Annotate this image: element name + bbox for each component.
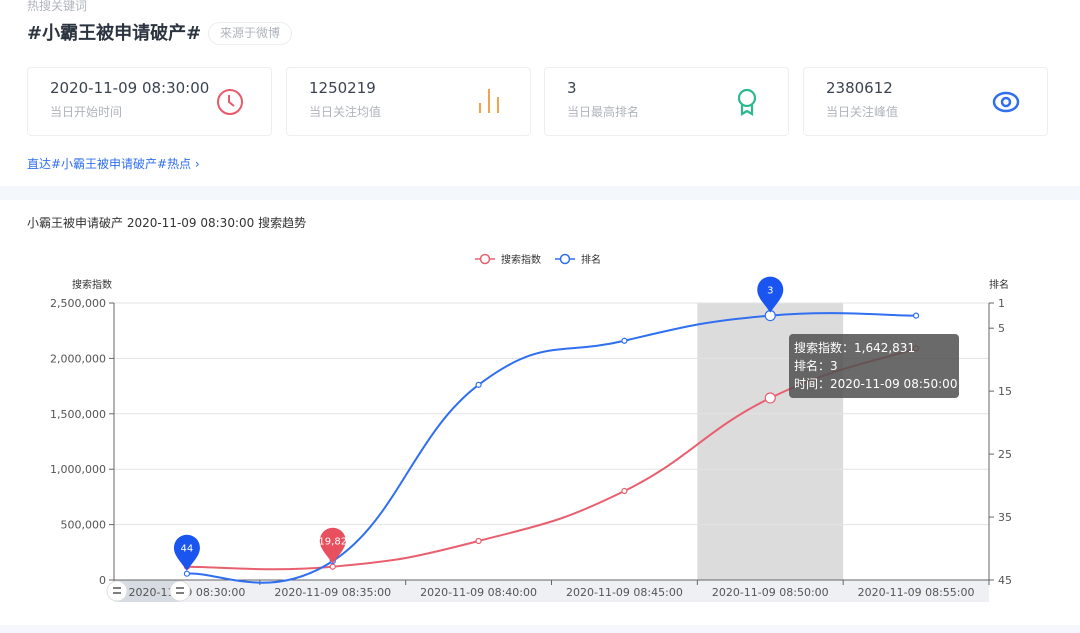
data-zoom-handle[interactable] — [106, 580, 128, 602]
eye-icon — [992, 91, 1020, 113]
mark-point-pin — [319, 527, 346, 564]
y-left-axis-label: 搜索指数 — [72, 278, 112, 291]
data-point — [183, 570, 191, 577]
stat-value: 3 — [567, 79, 577, 97]
y-right-tick-label: 45 — [998, 574, 1012, 587]
tooltip-line: 排名：3 — [794, 358, 838, 373]
clock-icon — [217, 89, 243, 115]
stat-value: 2020-11-09 08:30:00 — [50, 79, 210, 97]
handle-grip-icon — [176, 587, 184, 594]
y-right-tick-label: 35 — [998, 511, 1012, 524]
keyword-header-panel: 热搜关键词 #小霸王被申请破产# 来源于微博 2020-11-09 08:30:… — [0, 0, 1080, 186]
x-tick-label: 2020-11-09 08:35:00 — [274, 586, 391, 599]
data-point — [912, 312, 920, 319]
keyword-label: 热搜关键词 — [27, 0, 88, 13]
legend-item-index[interactable]: 搜索指数 — [501, 253, 541, 266]
tooltip — [789, 334, 959, 398]
stat-card-start-time: 2020-11-09 08:30:00 当日开始时间 — [27, 67, 272, 136]
stat-value: 2380612 — [826, 79, 893, 97]
y-left-tick-label: 0 — [99, 574, 106, 587]
stat-value: 1250219 — [309, 79, 376, 97]
data-point — [329, 563, 336, 570]
data-point — [621, 487, 628, 495]
stat-label: 当日关注均值 — [309, 105, 382, 119]
y-right-axis-label: 排名 — [989, 278, 1009, 291]
x-tick-label: 2020-11-09 08:40:00 — [420, 586, 537, 599]
stat-card-avg: 1250219 当日关注均值 — [286, 67, 531, 136]
bar-chart-icon — [479, 89, 499, 113]
stat-card-peak: 2380612 当日关注峰值 — [803, 67, 1048, 136]
page-title: #小霸王被申请破产# — [27, 23, 202, 44]
legend-item-rank[interactable]: 排名 — [581, 253, 601, 266]
mark-point-label: 3 — [767, 286, 773, 297]
legend-marker — [559, 253, 571, 265]
handle-grip-icon — [113, 587, 121, 594]
y-left-tick-label: 1,000,000 — [50, 463, 106, 476]
mark-point-label: 119,826 — [312, 537, 353, 548]
mark-point-label: 44 — [181, 544, 194, 555]
stat-label: 当日开始时间 — [50, 105, 123, 119]
data-point — [764, 392, 776, 404]
hot-topic-link[interactable]: 直达#小霸王被申请破产#热点 › — [27, 157, 200, 171]
y-right-tick-label: 15 — [998, 385, 1012, 398]
data-zoom-track[interactable] — [114, 580, 989, 602]
chart-title: 小霸王被申请破产 2020-11-09 08:30:00 搜索趋势 — [27, 216, 307, 230]
mark-point-pin — [757, 276, 784, 313]
data-point — [475, 537, 482, 545]
y-left-tick-label: 2,000,000 — [50, 352, 106, 365]
x-tick-label: 2020-11-09 08:45:00 — [566, 586, 683, 599]
data-zoom-handle[interactable] — [169, 580, 191, 602]
y-left-tick-label: 1,500,000 — [50, 408, 106, 421]
x-tick-label: 2020-11-09 08:50:00 — [712, 586, 829, 599]
stat-label: 当日关注峰值 — [826, 105, 899, 119]
legend-marker — [479, 253, 491, 265]
tooltip-line: 时间：2020-11-09 08:50:00 — [794, 377, 957, 391]
award-icon — [737, 88, 757, 116]
stat-card-top-rank: 3 当日最高排名 — [544, 67, 789, 136]
y-right-tick-label: 1 — [998, 297, 1005, 310]
y-left-tick-label: 500,000 — [61, 519, 107, 532]
y-right-tick-label: 25 — [998, 448, 1012, 461]
x-tick-label: 2020-11-09 08:55:00 — [858, 586, 975, 599]
data-point — [621, 337, 628, 344]
series-line-rank — [186, 312, 917, 584]
data-point — [475, 381, 482, 388]
y-left-tick-label: 2,500,000 — [50, 297, 106, 310]
source-badge: 来源于微博 — [208, 22, 293, 45]
stat-label: 当日最高排名 — [567, 105, 640, 119]
mark-point-pin — [173, 534, 200, 571]
y-right-tick-label: 5 — [998, 322, 1005, 335]
tooltip-line: 搜索指数：1,642,831 — [794, 340, 915, 355]
data-zoom-window[interactable] — [117, 580, 180, 602]
